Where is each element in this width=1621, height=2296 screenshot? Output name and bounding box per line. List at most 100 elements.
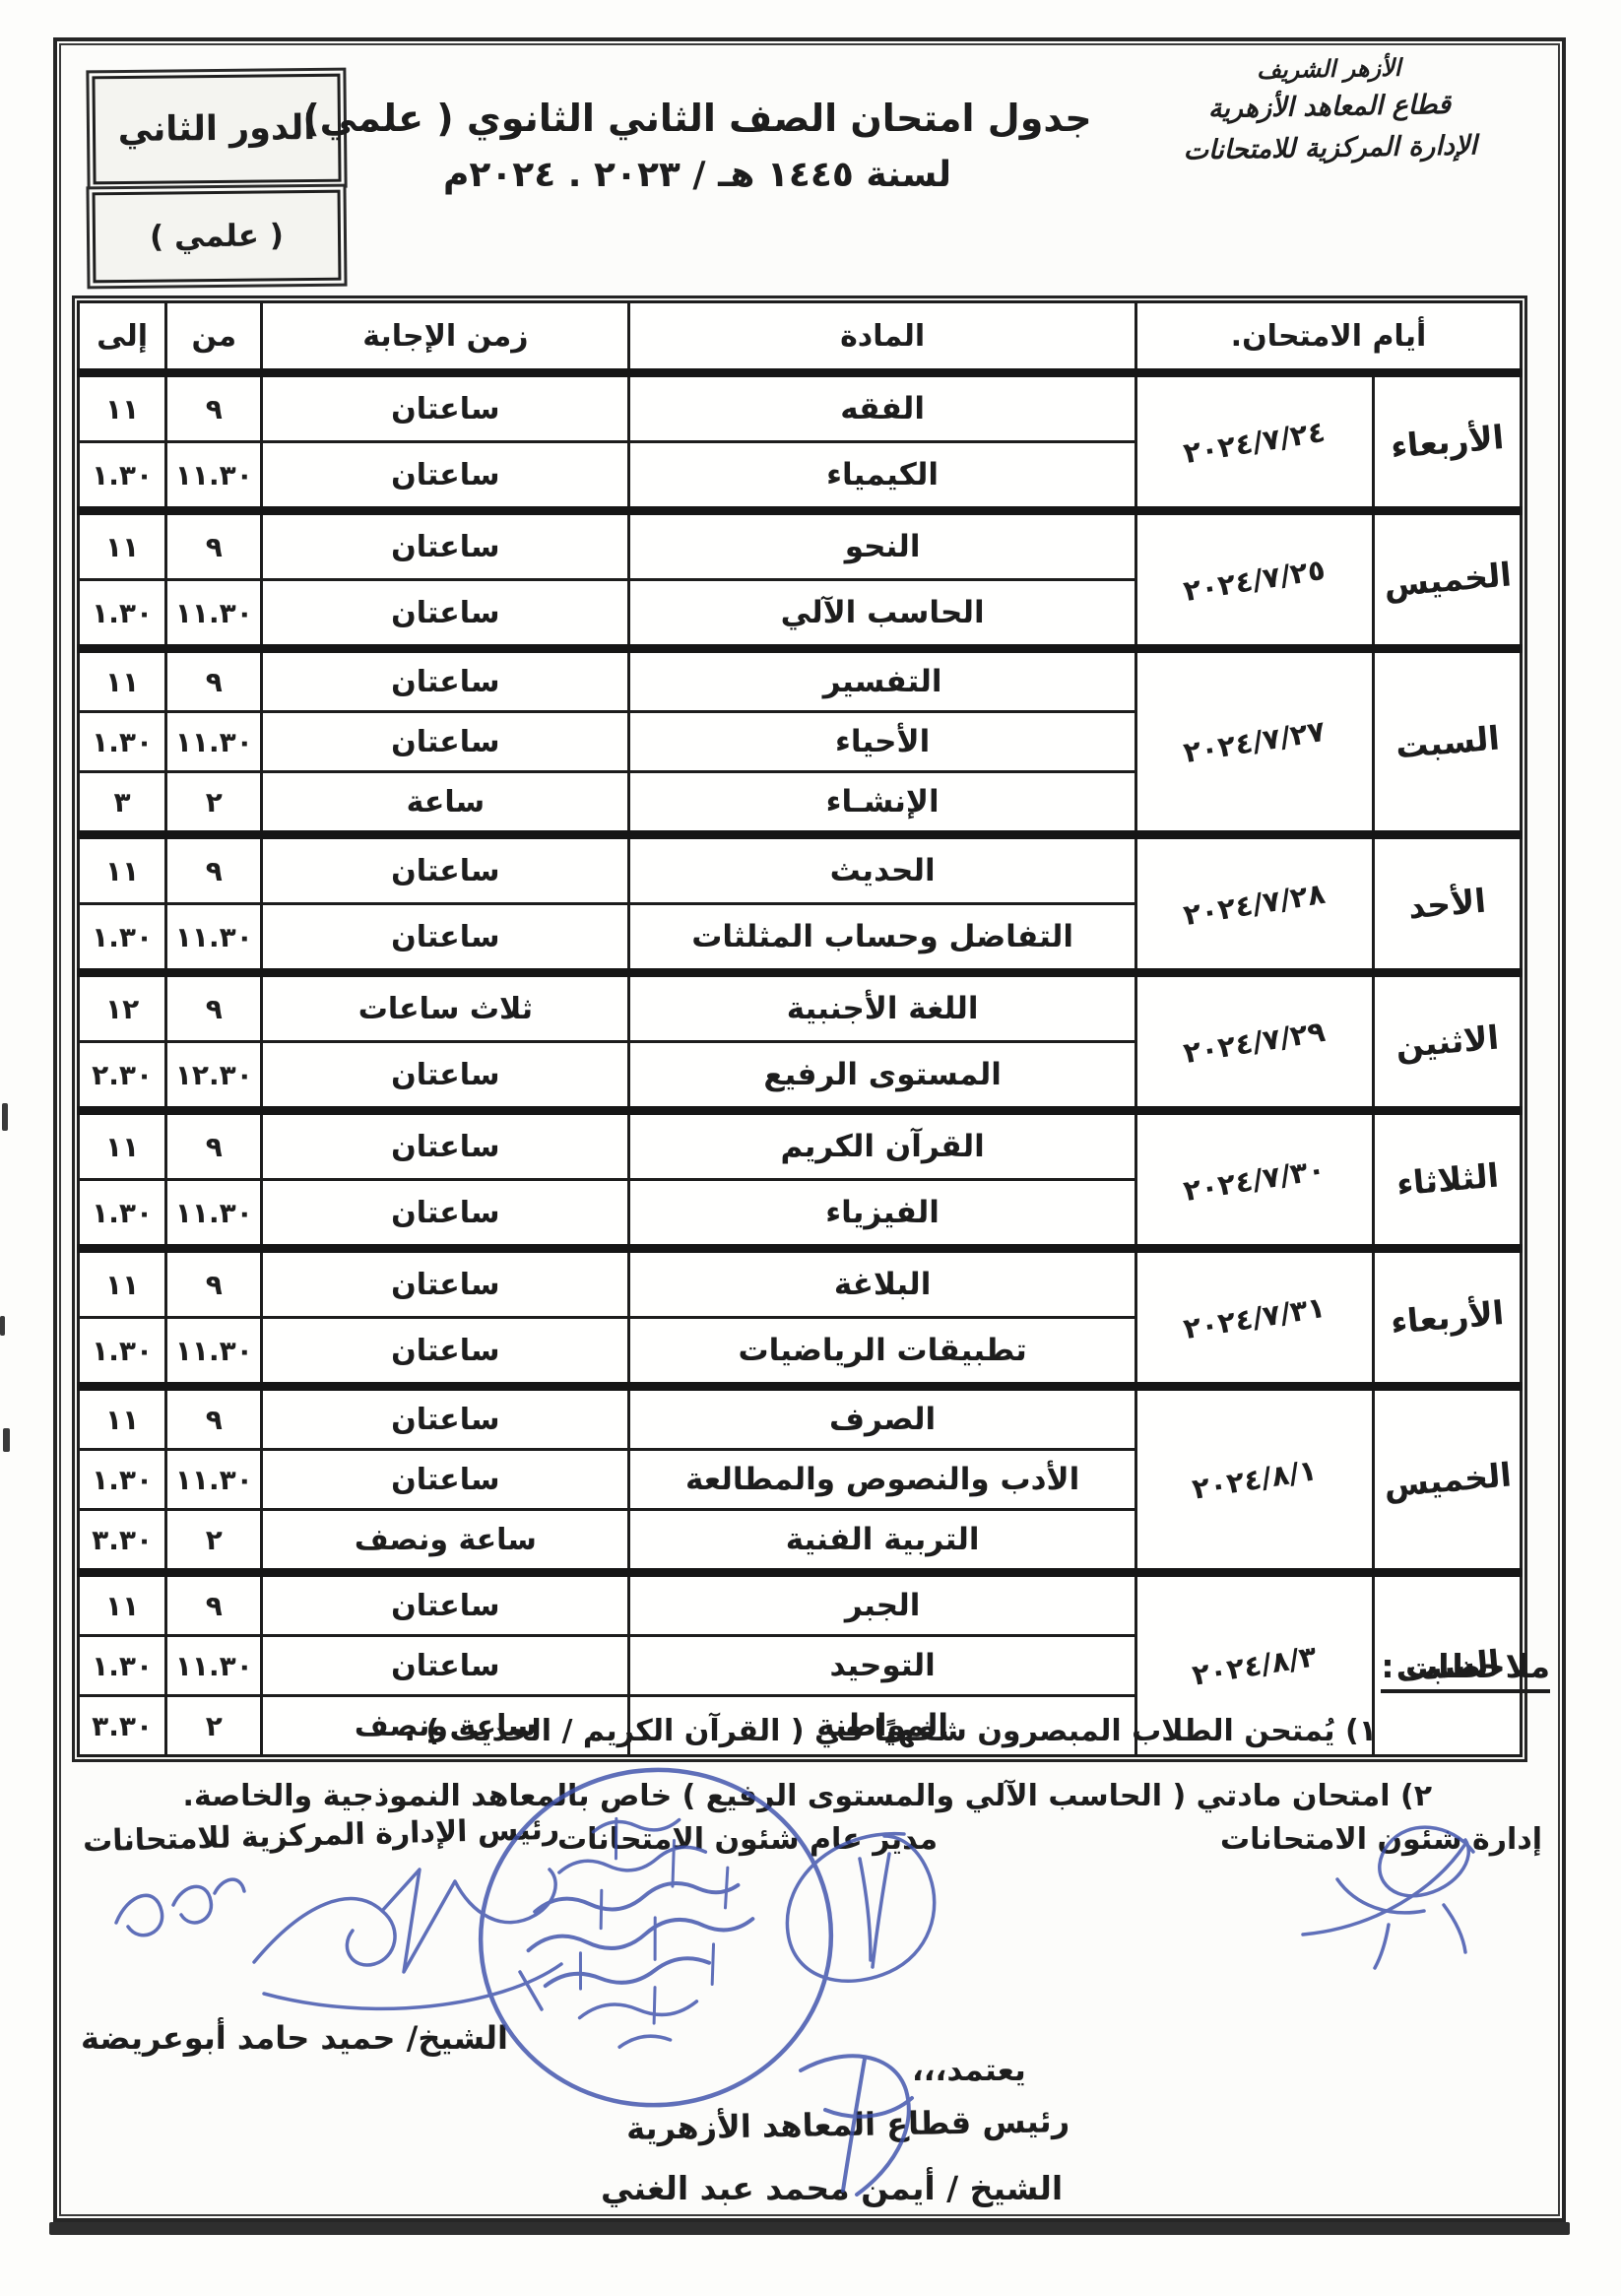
exam-schedule-table: أيام الامتحان. المادة زمن الإجابة من إلى… (76, 300, 1524, 1757)
table-row: التفاضل وحساب المثلثات ساعتان ١١.٣٠ ١.٣٠ (76, 902, 1522, 974)
from-cell: ٢ (164, 1508, 264, 1574)
to-cell: ١.٣٠ (76, 578, 168, 650)
table-row: الثلاثاء ٢٠٢٤/٧/٣٠ القرآن الكريم ساعتان … (76, 1106, 1523, 1250)
to-cell: ١٢ (76, 968, 168, 1043)
approval-word: يعتمد،،، (912, 2053, 1026, 2088)
subject-cell: تطبيقات الرياضيات (627, 1316, 1137, 1388)
date-cell: ٢٠٢٤/٧/٢٥ (1134, 506, 1376, 650)
round-label: الدور الثاني (117, 107, 316, 151)
title-line-2: لسنة ١٤٤٥ هـ / ٢٠٢٣ . ٢٠٢٤م (442, 155, 952, 195)
duration-cell: ساعتان (260, 1448, 631, 1511)
to-cell: ١١ (76, 1106, 168, 1181)
duration-cell: ساعتان (260, 1106, 631, 1181)
to-cell: ٣.٣٠ (76, 1508, 168, 1574)
table-row: الخميس ٢٠٢٤/٧/٢٥ النحو ساعتان ٩ ١١ (76, 506, 1523, 650)
table-row: الأحياء ساعتان ١١.٣٠ ١.٣٠ (76, 710, 1522, 773)
to-cell: ١.٣٠ (76, 1634, 168, 1697)
table-row: الاثنين ٢٠٢٤/٧/٢٩ اللغة الأجنبية ثلاث سا… (76, 968, 1523, 1112)
duration-cell: ساعتان (260, 644, 631, 713)
from-cell: ١١.٣٠ (164, 1448, 264, 1511)
sector-head-name: الشيخ / أيمن محمد عبد الغني (601, 2169, 1064, 2207)
subject-cell: الجبر (627, 1568, 1137, 1637)
subject-cell: التربية الفنية (627, 1508, 1137, 1574)
table-row: الأدب والنصوص والمطالعة ساعتان ١١.٣٠ ١.٣… (76, 1448, 1522, 1511)
table-row: تطبيقات الرياضيات ساعتان ١١.٣٠ ١.٣٠ (76, 1316, 1522, 1388)
table-row: الكيمياء ساعتان ١١.٣٠ ١.٣٠ (76, 440, 1522, 512)
subject-cell: النحو (627, 506, 1137, 581)
title-line-1: جدول امتحان الصف الثاني الثانوي ( علمي) (302, 97, 1092, 140)
subject-cell: القرآن الكريم (627, 1106, 1137, 1181)
from-cell: ١١.٣٠ (164, 902, 264, 974)
duration-cell: ساعتان (260, 710, 631, 773)
header-from: من (164, 300, 264, 377)
table-row: الحاسب الآلي ساعتان ١١.٣٠ ١.٣٠ (76, 578, 1522, 650)
to-cell: ١.٣٠ (76, 1316, 168, 1388)
duration-cell: ساعتان (260, 1316, 631, 1388)
day-cell: الاثنين (1372, 968, 1523, 1112)
from-cell: ١١.٣٠ (164, 440, 264, 512)
central-admin-head-name: الشيخ/ حميد حامد أبوعريضة (81, 2019, 508, 2057)
subject-cell: المواطنة (627, 1694, 1137, 1757)
from-cell: ٩ (164, 644, 264, 713)
table-row: الأحد ٢٠٢٤/٧/٢٨ الحديث ساعتان ٩ ١١ (76, 830, 1523, 974)
to-cell: ١١ (76, 506, 168, 581)
subject-cell: المستوى الرفيع (627, 1040, 1137, 1112)
duration-cell: ثلاث ساعات (260, 968, 631, 1043)
from-cell: ١١.٣٠ (164, 1316, 264, 1388)
to-cell: ١١ (76, 644, 168, 713)
note-item-1: ١) يُمتحن الطلاب المبصرون شفهيًا في ( ال… (404, 1714, 1377, 1748)
day-cell: الأربعاء (1372, 368, 1523, 512)
duration-cell: ساعتان (260, 440, 631, 512)
to-cell: ٢.٣٠ (76, 1040, 168, 1112)
header-to: إلى (76, 300, 168, 377)
org-line-3: الإدارة المركزية للامتحانات (1183, 130, 1477, 166)
from-cell: ٩ (164, 1106, 264, 1181)
to-cell: ١.٣٠ (76, 902, 168, 974)
table-row: الفيزياء ساعتان ١١.٣٠ ١.٣٠ (76, 1178, 1522, 1250)
duration-cell: ساعتان (260, 1244, 631, 1319)
table-row: الإنشـاء ساعة ٢ ٣ (76, 770, 1522, 836)
from-cell: ١١.٣٠ (164, 710, 264, 773)
subject-cell: التوحيد (627, 1634, 1137, 1697)
table-row: المستوى الرفيع ساعتان ١٢.٣٠ ٢.٣٠ (76, 1040, 1522, 1112)
from-cell: ٩ (164, 1568, 264, 1637)
duration-cell: ساعتان (260, 1568, 631, 1637)
to-cell: ١١ (76, 368, 168, 443)
from-cell: ١١.٣٠ (164, 1634, 264, 1697)
table-row: التربية الفنية ساعة ونصف ٢ ٣.٣٠ (76, 1508, 1522, 1574)
scan-bottom-edge (49, 2222, 1570, 2235)
duration-cell: ساعتان (260, 1178, 631, 1250)
from-cell: ٩ (164, 968, 264, 1043)
from-cell: ٩ (164, 1244, 264, 1319)
to-cell: ١.٣٠ (76, 1448, 168, 1511)
day-cell: الأحد (1372, 830, 1523, 974)
table-row: الأربعاء ٢٠٢٤/٧/٣١ البلاغة ساعتان ٩ ١١ (76, 1244, 1523, 1388)
subject-cell: الحاسب الآلي (627, 578, 1137, 650)
to-cell: ٣ (76, 770, 168, 836)
subject-cell: اللغة الأجنبية (627, 968, 1137, 1043)
to-cell: ١١ (76, 1244, 168, 1319)
section-label: ( علمي ) (149, 218, 285, 255)
scan-artifact (3, 1428, 10, 1452)
duration-cell: ساعتان (260, 1382, 631, 1451)
subject-cell: الأدب والنصوص والمطالعة (627, 1448, 1137, 1511)
day-cell: السبت (1372, 644, 1523, 836)
to-cell: ١١ (76, 1382, 168, 1451)
exams-director-title: مدير عام شئون الامتحانات (557, 1822, 939, 1857)
date-cell: ٢٠٢٤/٧/٢٩ (1134, 968, 1376, 1112)
from-cell: ٩ (164, 506, 264, 581)
exam-table-wrap: أيام الامتحان. المادة زمن الإجابة من إلى… (72, 295, 1527, 1762)
exams-affairs-dept-title: إدارة شئون الامتحانات (1220, 1822, 1542, 1857)
subject-cell: الأحياء (627, 710, 1137, 773)
subject-cell: البلاغة (627, 1244, 1137, 1319)
duration-cell: ساعتان (260, 506, 631, 581)
page-title: جدول امتحان الصف الثاني الثانوي ( علمي) … (293, 91, 1101, 204)
note-item-2: ٢) امتحان مادتي ( الحاسب الآلي والمستوى … (182, 1779, 1432, 1813)
scan-artifact (2, 1103, 8, 1131)
signature-head (114, 1868, 563, 2011)
to-cell: ١١ (76, 1568, 168, 1637)
from-cell: ٢ (164, 770, 264, 836)
from-cell: ١٢.٣٠ (164, 1040, 264, 1112)
to-cell: ١.٣٠ (76, 1178, 168, 1250)
